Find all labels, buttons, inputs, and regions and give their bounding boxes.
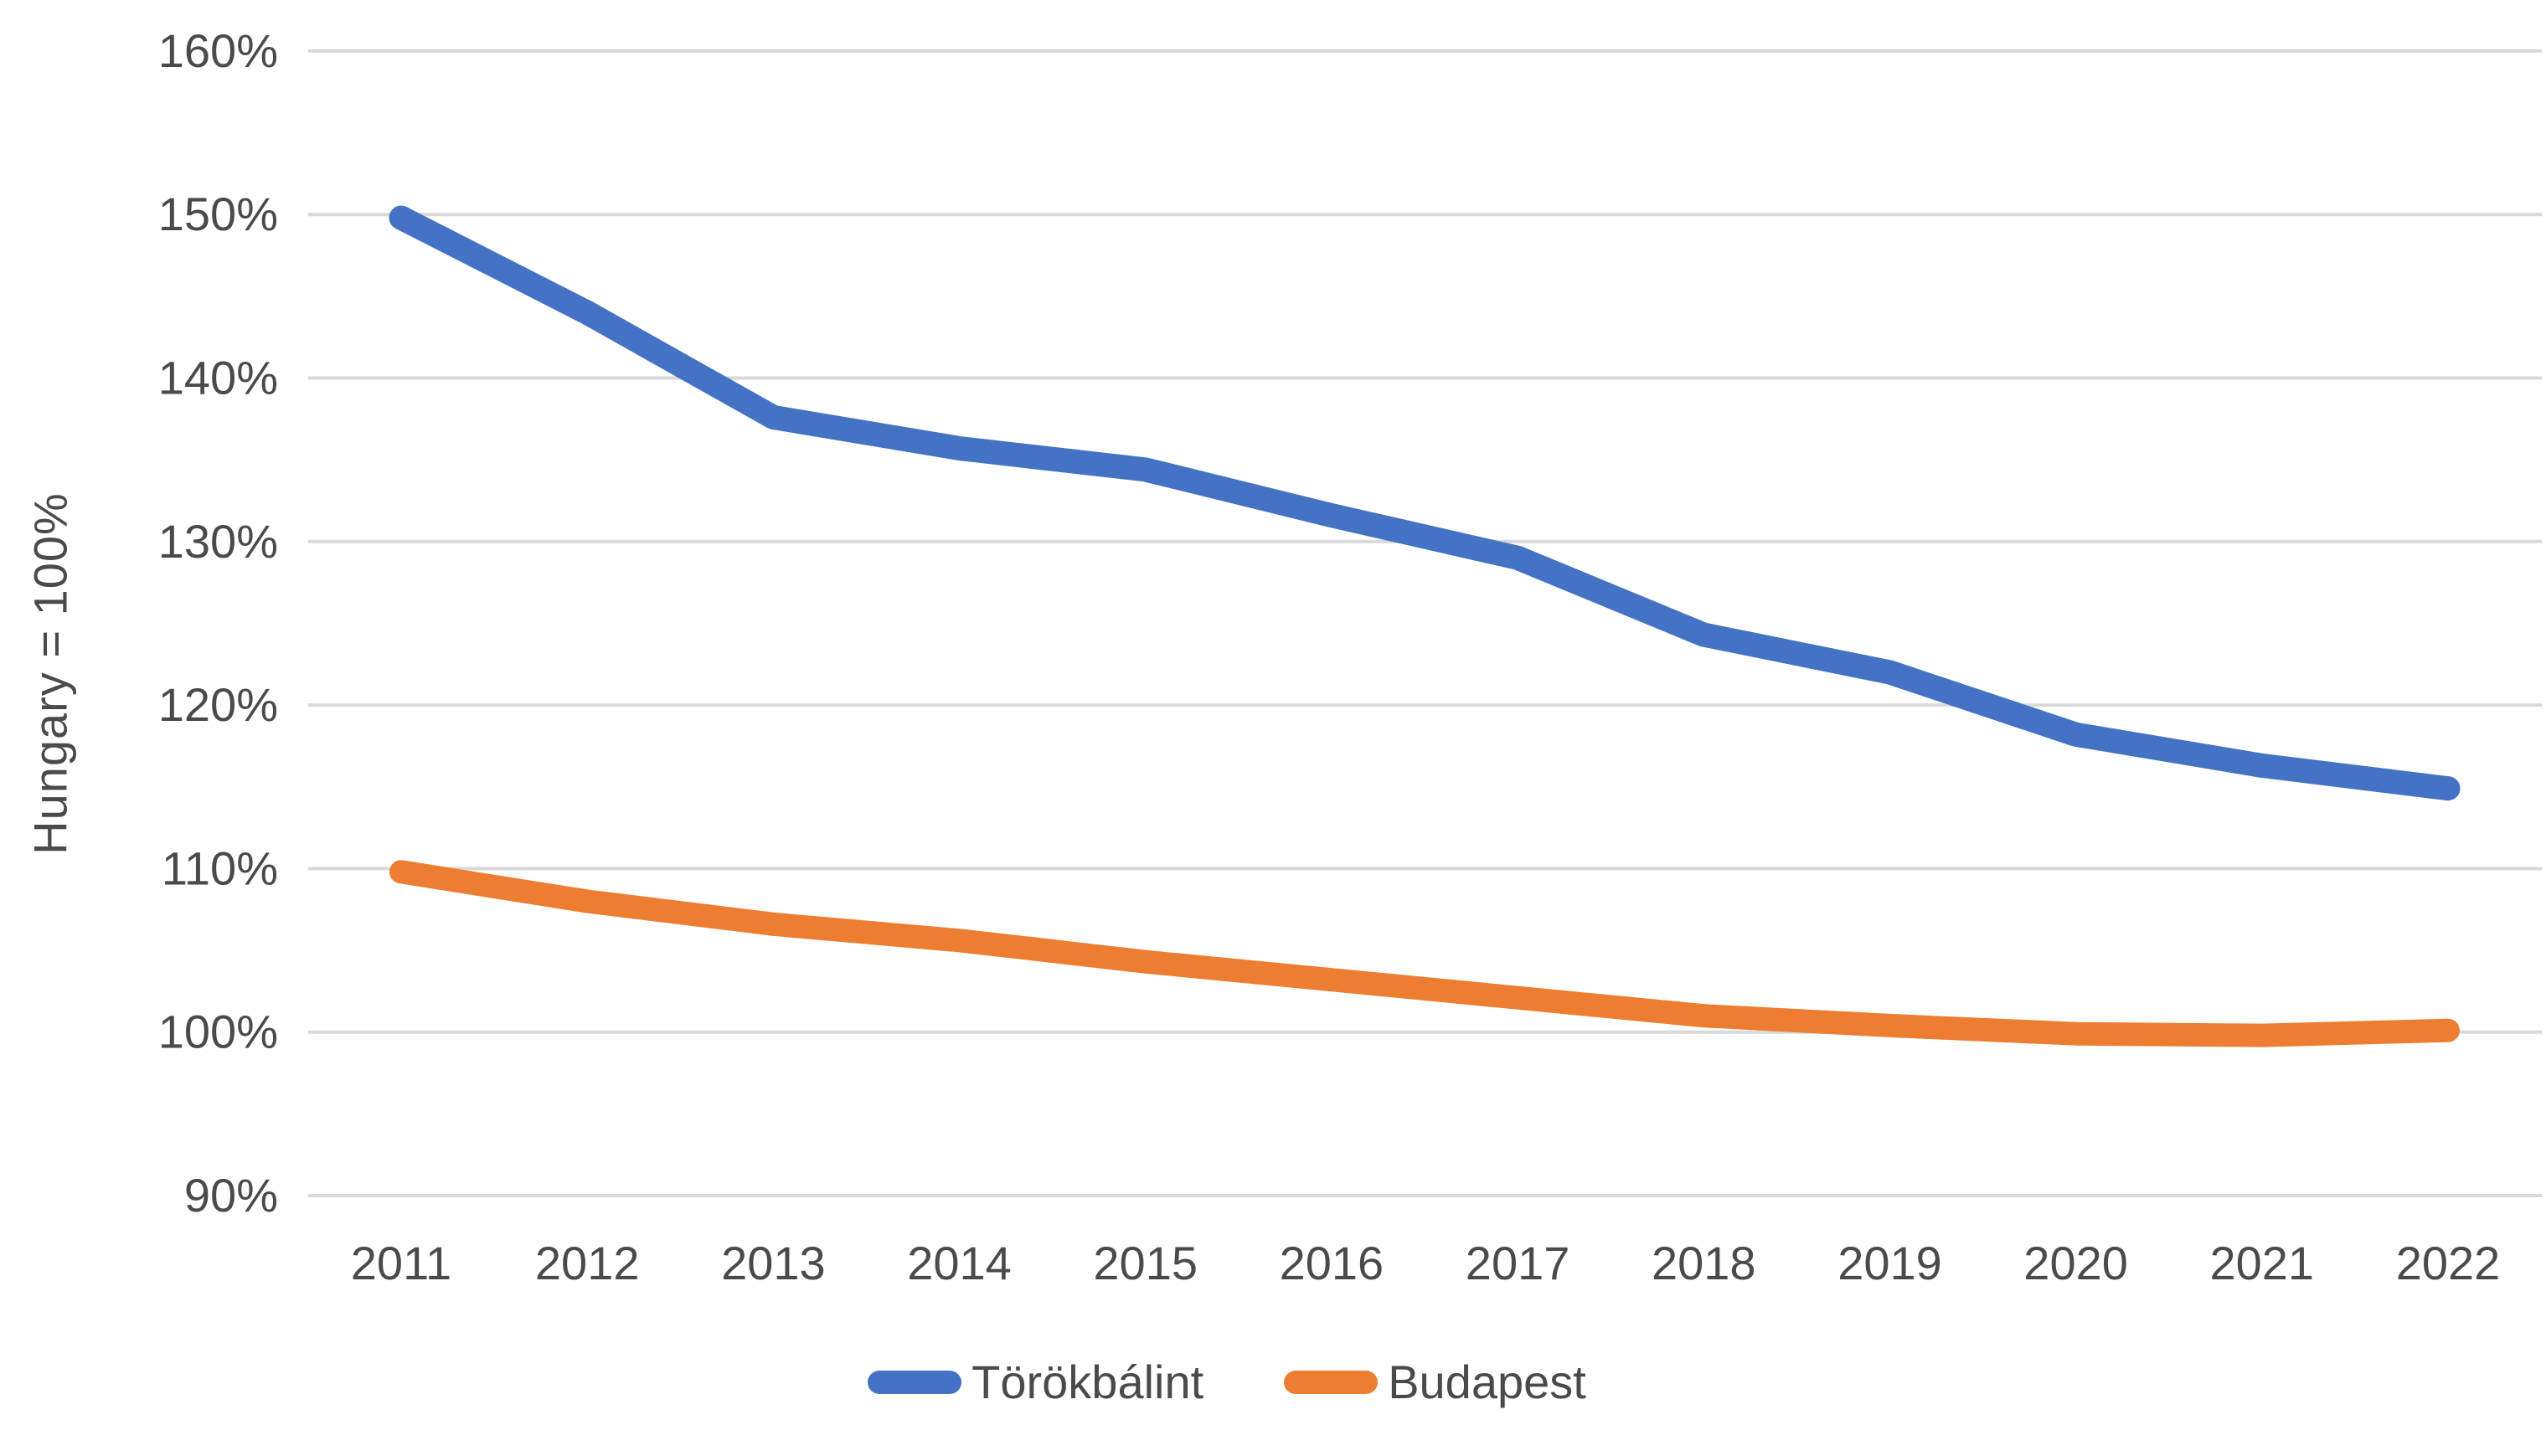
x-tick-label: 2011	[351, 1237, 451, 1289]
y-tick-label: 160%	[158, 24, 278, 77]
y-tick-label: 90%	[184, 1169, 278, 1222]
legend-swatch	[1284, 1370, 1379, 1394]
legend-item-budapest: Budapest	[1284, 1355, 1586, 1409]
series-line-torokbalint	[389, 205, 2461, 801]
x-tick-label: 2017	[1466, 1237, 1570, 1289]
y-tick-label: 100%	[158, 1006, 278, 1058]
y-tick-label: 110%	[162, 841, 278, 894]
x-tick-label: 2015	[1093, 1237, 1198, 1289]
x-tick-label: 2022	[2396, 1237, 2501, 1289]
y-tick-label: 150%	[158, 188, 278, 240]
legend-label: Törökbálint	[972, 1356, 1204, 1408]
y-tick-label: 130%	[158, 515, 278, 568]
x-tick-label: 2013	[721, 1237, 826, 1289]
x-tick-label: 2014	[907, 1237, 1012, 1289]
y-tick-label: 120%	[158, 678, 278, 731]
y-tick-label: 140%	[158, 352, 278, 404]
series-line-budapest	[389, 860, 2460, 1047]
x-tick-label: 2016	[1280, 1237, 1384, 1289]
x-tick-label: 2012	[535, 1237, 640, 1289]
y-axis-title: Hungary = 100%	[23, 492, 77, 855]
x-tick-label: 2018	[1652, 1237, 1756, 1289]
x-tick-label: 2020	[2023, 1237, 2128, 1289]
legend: Törökbálint Budapest	[0, 1355, 2500, 1409]
legend-swatch	[868, 1370, 962, 1394]
x-tick-label: 2019	[1837, 1237, 1942, 1289]
x-tick-label: 2021	[2210, 1237, 2315, 1289]
legend-item-torokbalint: Törökbálint	[868, 1355, 1203, 1409]
legend-label: Budapest	[1388, 1356, 1586, 1408]
